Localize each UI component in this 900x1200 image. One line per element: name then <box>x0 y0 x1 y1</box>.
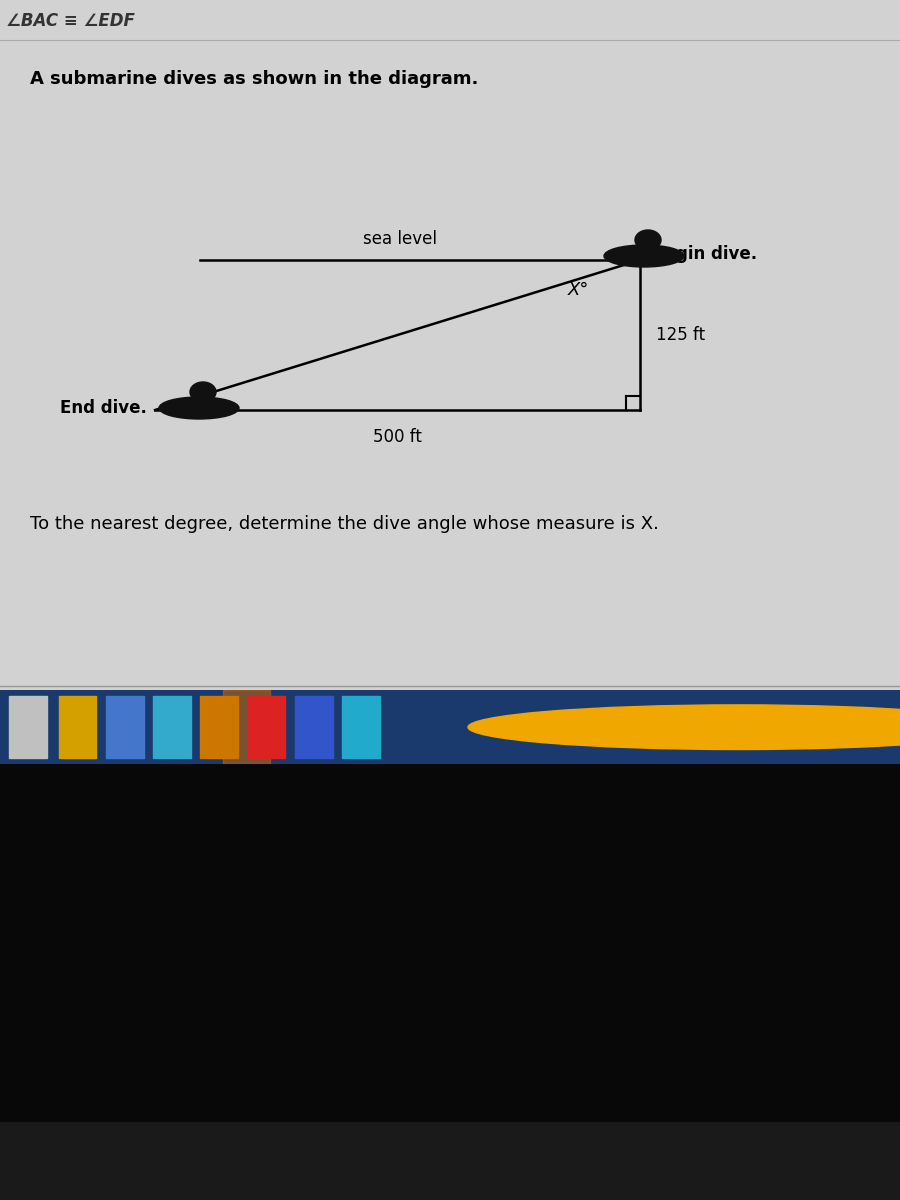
Text: 500 ft: 500 ft <box>373 428 421 446</box>
Bar <box>200 696 238 758</box>
Bar <box>106 696 144 758</box>
Text: 125 ft: 125 ft <box>656 326 705 344</box>
Ellipse shape <box>604 245 684 266</box>
Text: ∠BAC ≡ ∠EDF: ∠BAC ≡ ∠EDF <box>6 12 135 30</box>
Bar <box>295 696 333 758</box>
Bar <box>153 696 191 758</box>
Bar <box>342 696 380 758</box>
Text: Focus: Focus <box>774 696 814 710</box>
Text: sea level: sea level <box>363 230 437 248</box>
Bar <box>223 690 270 764</box>
Ellipse shape <box>190 382 216 402</box>
Circle shape <box>468 704 900 750</box>
Text: 83°F: 83°F <box>770 720 809 734</box>
Bar <box>9 696 47 758</box>
Ellipse shape <box>159 397 239 419</box>
Ellipse shape <box>635 230 661 250</box>
Text: A submarine dives as shown in the diagram.: A submarine dives as shown in the diagra… <box>30 70 479 88</box>
Text: Begin dive.: Begin dive. <box>652 245 757 263</box>
Text: X°: X° <box>567 281 589 299</box>
Bar <box>58 696 96 758</box>
Text: To the nearest degree, determine the dive angle whose measure is X.: To the nearest degree, determine the div… <box>30 515 659 533</box>
Bar <box>0 1122 900 1200</box>
Bar <box>248 696 285 758</box>
Text: End dive.: End dive. <box>60 398 147 416</box>
